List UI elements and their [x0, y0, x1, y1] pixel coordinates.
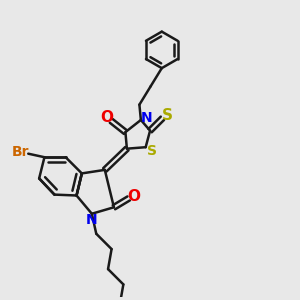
- Text: O: O: [100, 110, 113, 125]
- Text: N: N: [140, 112, 152, 125]
- Text: Br: Br: [11, 145, 29, 159]
- Text: S: S: [147, 144, 157, 158]
- Text: S: S: [162, 108, 173, 123]
- Text: O: O: [128, 190, 140, 205]
- Text: N: N: [86, 213, 98, 227]
